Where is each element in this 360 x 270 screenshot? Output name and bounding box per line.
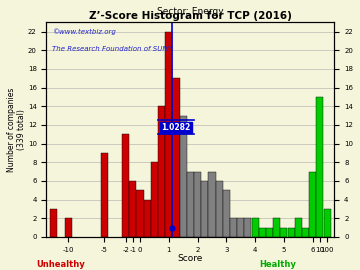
Bar [324, 209, 331, 237]
Bar [201, 181, 208, 237]
Bar [309, 171, 316, 237]
Bar [208, 171, 216, 237]
Bar [100, 153, 108, 237]
Bar [259, 228, 266, 237]
Bar [216, 181, 223, 237]
Text: The Research Foundation of SUNY: The Research Foundation of SUNY [52, 46, 172, 52]
Text: ©www.textbiz.org: ©www.textbiz.org [52, 29, 116, 35]
Bar [122, 134, 129, 237]
Bar [194, 171, 201, 237]
Bar [316, 97, 324, 237]
Bar [273, 218, 280, 237]
Bar [158, 106, 165, 237]
Bar [172, 78, 180, 237]
Bar [295, 218, 302, 237]
Text: Unhealthy: Unhealthy [36, 260, 85, 269]
Bar [230, 218, 237, 237]
Title: Z’-Score Histogram for TCP (2016): Z’-Score Histogram for TCP (2016) [89, 11, 292, 21]
Bar [288, 228, 295, 237]
Bar [244, 218, 252, 237]
Bar [187, 171, 194, 237]
Bar [151, 162, 158, 237]
Bar [136, 190, 144, 237]
Bar [165, 32, 172, 237]
Bar [237, 218, 244, 237]
Y-axis label: Number of companies
(339 total): Number of companies (339 total) [7, 87, 26, 172]
X-axis label: Score: Score [178, 254, 203, 263]
Bar [223, 190, 230, 237]
Text: Healthy: Healthy [259, 260, 296, 269]
Bar [144, 200, 151, 237]
Bar [180, 116, 187, 237]
Text: Sector: Energy: Sector: Energy [157, 7, 224, 16]
Bar [64, 218, 72, 237]
Text: 1.0282: 1.0282 [161, 123, 191, 132]
Bar [50, 209, 57, 237]
Bar [252, 218, 259, 237]
Bar [280, 228, 288, 237]
Bar [266, 228, 273, 237]
Bar [302, 228, 309, 237]
Bar [129, 181, 136, 237]
